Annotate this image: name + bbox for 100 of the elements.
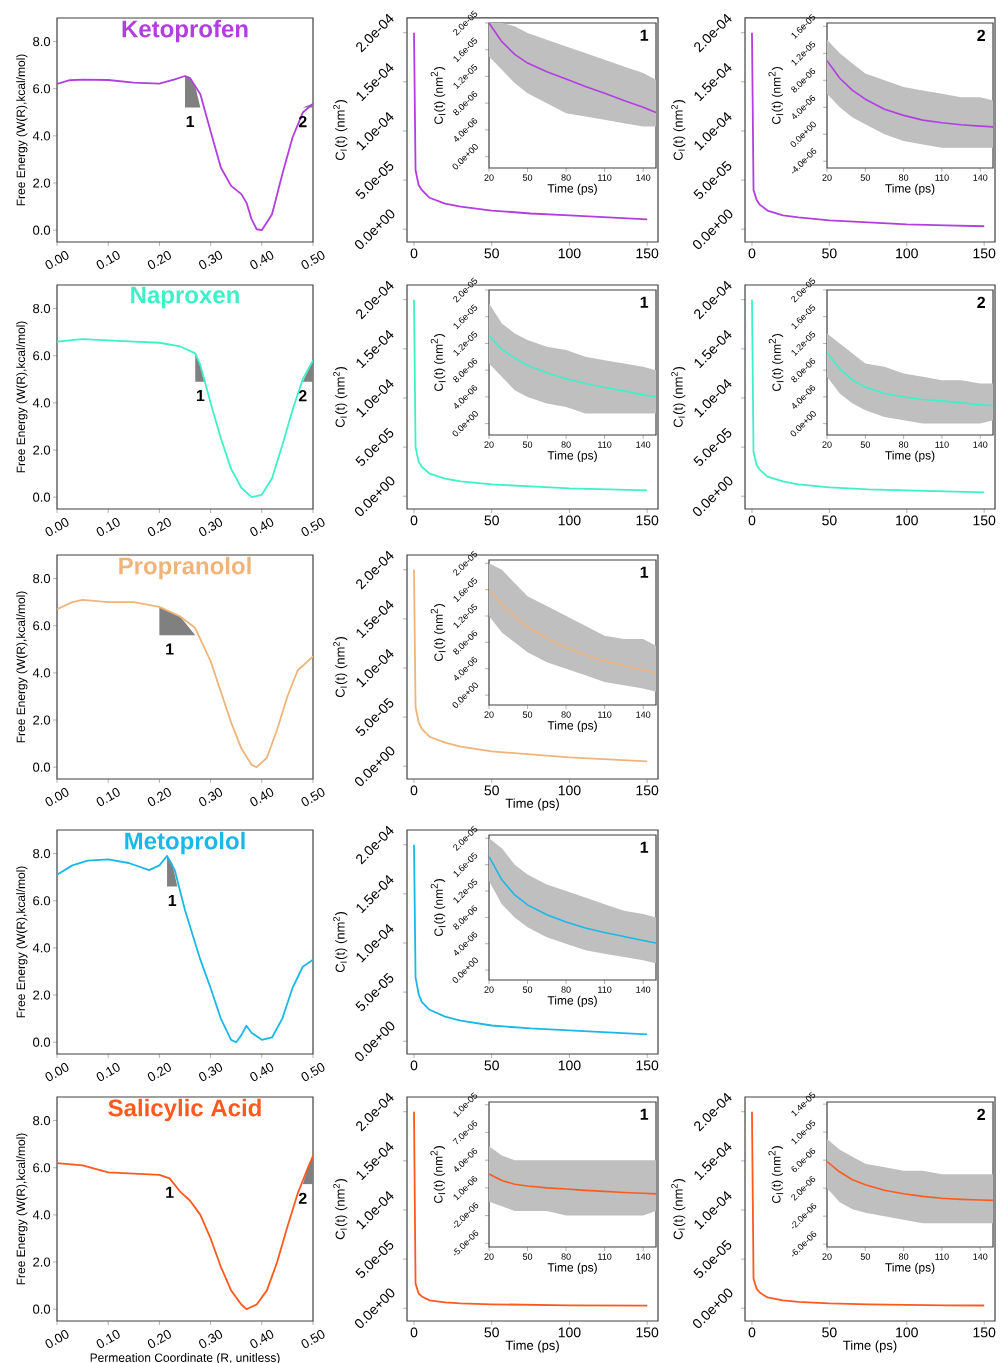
x-axis-title: Time (ps) (505, 1340, 559, 1353)
y-axis-title: Free Energy (W(R),kcal/mol) (16, 321, 28, 473)
x-tick-label: 100 (558, 1327, 581, 1338)
x-tick-label: 20 (484, 174, 494, 181)
x-tick-label: 100 (558, 1060, 581, 1071)
y-axis-title: C$_{I}$(t) (nm$^{2}$) (671, 367, 686, 428)
x-tick-label: 0.50 (301, 1063, 325, 1081)
x-tick-label: 140 (973, 441, 988, 448)
x-tick-label: 110 (598, 441, 612, 448)
x-axis-title: Time (ps) (505, 798, 559, 811)
y-tick-label: 0.0 (33, 492, 51, 502)
x-tick-label: 140 (973, 1253, 988, 1260)
y-axis-title: C$_{I}$(t) (nm$^{2}$) (333, 367, 348, 428)
x-tick-label: 0.20 (147, 518, 171, 536)
x-tick-label: 50 (522, 986, 533, 993)
y-axis-title: C$_{I}$(t) (nm$^{2}$) (430, 1146, 446, 1204)
x-tick-label: 0.00 (45, 251, 69, 269)
chart-title: Metoprolol (125, 831, 245, 855)
x-tick-label: 0 (748, 1327, 756, 1338)
x-axis-title: Time (ps) (547, 183, 597, 195)
x-tick-label: 150 (636, 1327, 659, 1338)
y-axis-title: Free Energy (W(R),kcal/mol) (16, 591, 28, 743)
y-axis-title: C$_{I}$(t) (nm$^{2}$) (768, 67, 784, 125)
x-tick-label: 0.00 (45, 518, 69, 536)
annotation: 1 (640, 296, 649, 308)
y-tick-label: 8.0 (33, 848, 51, 859)
x-tick-label: 50 (822, 515, 837, 526)
x-tick-label: 0.00 (45, 788, 69, 806)
x-tick-label: 0.10 (96, 251, 120, 269)
y-tick-label: 6.0 (33, 621, 51, 631)
y-axis-title: Free Energy (W(R),kcal/mol) (16, 866, 28, 1018)
x-tick-label: 0.20 (147, 1063, 171, 1081)
x-tick-label: 150 (636, 248, 659, 259)
x-axis-title: Time (ps) (547, 1262, 597, 1275)
x-tick-label: 0.30 (199, 251, 223, 269)
y-axis-title: C$_{I}$(t) (nm$^{2}$) (768, 1146, 784, 1204)
x-tick-label: 0.30 (199, 1063, 223, 1081)
x-tick-label: 50 (522, 1253, 533, 1260)
line-series (489, 1173, 657, 1195)
x-tick-label: 110 (598, 711, 612, 718)
annotation: 2 (977, 296, 985, 308)
x-tick-label: 140 (636, 441, 651, 448)
y-axis-title: C$_{I}$(t) (nm$^{2}$) (430, 604, 446, 662)
x-tick-label: 0.40 (250, 1063, 274, 1081)
y-tick-label: 2.0 (33, 990, 51, 1000)
line-series (827, 1160, 994, 1202)
x-tick-label: 100 (558, 248, 581, 259)
x-tick-label: 0 (748, 248, 756, 259)
x-tick-label: 80 (561, 711, 571, 718)
line-series (57, 1155, 313, 1311)
x-tick-label: 20 (822, 441, 832, 448)
annotation: 1 (640, 566, 649, 578)
x-tick-label: 0.50 (301, 251, 325, 269)
x-tick-label: 110 (935, 1253, 949, 1260)
x-axis-title: Time (ps) (885, 450, 935, 462)
x-tick-label: 100 (896, 1327, 918, 1338)
y-tick-label: 0.0 (33, 762, 51, 772)
annotation: 1 (640, 29, 649, 41)
x-tick-label: 50 (484, 1060, 499, 1071)
y-tick-label: 4.0 (32, 1210, 51, 1220)
y-tick-label: 6.0 (33, 896, 51, 906)
y-axis-title: C$_{I}$(t) (nm$^{2}$) (333, 100, 348, 161)
x-tick-label: 20 (822, 174, 832, 181)
y-tick-label: 0.0 (33, 1037, 51, 1047)
x-tick-label: 50 (822, 248, 837, 259)
x-tick-label: 0.00 (45, 1330, 69, 1348)
x-tick-label: 0.20 (147, 251, 171, 269)
y-tick-label: 4.0 (32, 398, 51, 408)
x-tick-label: 20 (484, 441, 494, 448)
chart-title: Ketoprofen (122, 19, 248, 43)
y-tick-label: 4.0 (32, 131, 51, 141)
annotation: 2 (298, 390, 307, 402)
annotation: 1 (168, 894, 177, 906)
x-tick-label: 80 (561, 986, 571, 993)
y-tick-label: 2.0 (33, 178, 51, 188)
x-tick-label: 50 (484, 248, 499, 259)
x-tick-label: 80 (899, 441, 909, 448)
chart-title: Naproxen (131, 286, 239, 309)
x-tick-label: 50 (484, 515, 499, 526)
x-tick-label: 150 (636, 1060, 659, 1071)
chart-title: Salicylic Acid (108, 1098, 261, 1122)
x-tick-label: 20 (822, 1253, 832, 1260)
x-tick-label: 140 (636, 711, 651, 718)
x-tick-label: 100 (896, 515, 918, 526)
x-tick-label: 100 (558, 515, 581, 526)
x-tick-label: 100 (558, 785, 581, 796)
y-tick-label: 2.0 (33, 715, 51, 725)
y-axis-title: C$_{I}$(t) (nm$^{2}$) (768, 334, 784, 392)
x-tick-label: 150 (636, 515, 659, 526)
x-tick-label: 0.00 (45, 1063, 69, 1081)
annotation: 2 (977, 1108, 985, 1120)
x-tick-label: 0.40 (250, 251, 274, 269)
y-axis-title: C$_{I}$(t) (nm$^{2}$) (430, 67, 446, 125)
x-tick-label: 50 (484, 785, 499, 796)
chart-title: Propranolol (119, 556, 251, 580)
line-series (57, 598, 313, 769)
x-axis-title: Time (ps) (547, 995, 597, 1007)
x-tick-label: 0 (410, 515, 418, 526)
y-tick-label: 2.0 (33, 445, 51, 455)
x-axis-title: Time (ps) (547, 720, 597, 732)
